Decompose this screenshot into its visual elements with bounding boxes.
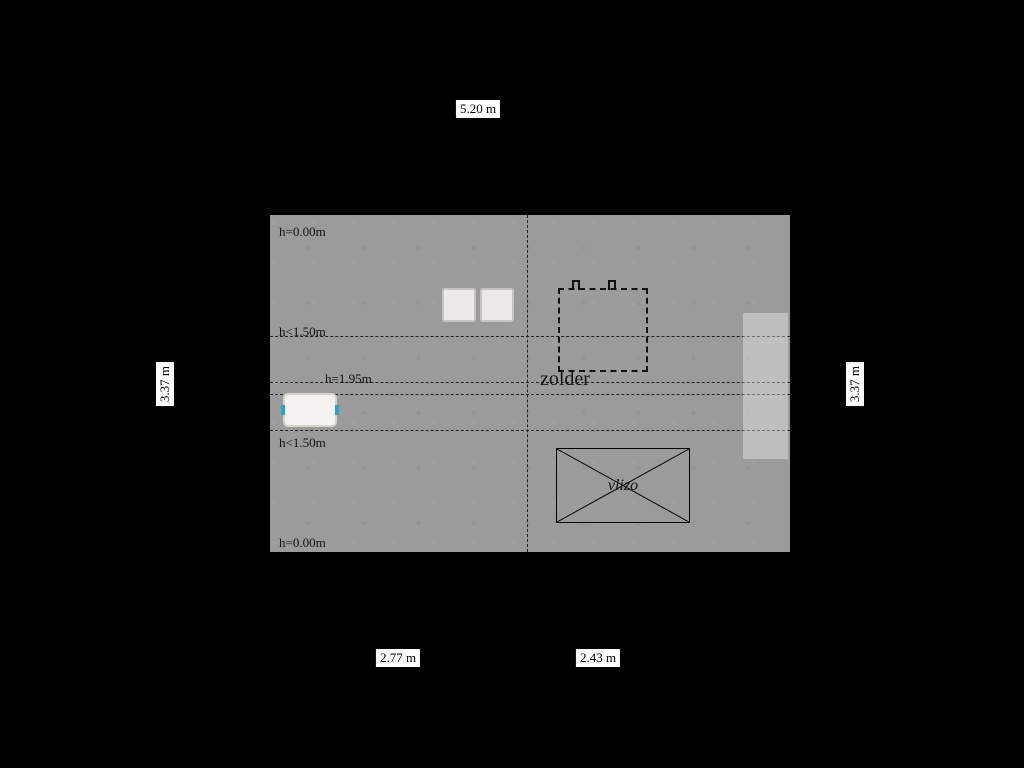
floor-slab: h=0.00m h<1.50m h=1.95m h<1.50m h=0.00m … (270, 215, 790, 552)
vlizo-label: vlizo (608, 477, 638, 495)
height-label: h<1.50m (279, 324, 326, 340)
dimension-right: 3.37 m (846, 362, 864, 406)
appliance-pair (442, 288, 514, 322)
hatch-outline (558, 288, 648, 372)
height-label: h<1.50m (279, 435, 326, 451)
roof-window-handle (335, 405, 339, 415)
vlizo-hatch: vlizo (556, 448, 690, 523)
roof-window (283, 393, 337, 427)
roof-window-handle (281, 405, 285, 415)
hatch-tab (608, 280, 616, 290)
dimension-bottom-left: 2.77 m (376, 649, 420, 667)
height-guide-line (270, 394, 790, 395)
dimension-bottom-right: 2.43 m (576, 649, 620, 667)
appliance-unit (442, 288, 476, 322)
appliance-unit (480, 288, 514, 322)
height-guide-line (270, 430, 790, 431)
height-guide-line (270, 336, 790, 337)
dimension-left: 3.37 m (156, 362, 174, 406)
height-label: h=0.00m (279, 224, 326, 240)
dimension-top: 5.20 m (456, 100, 500, 118)
height-label: h=1.95m (325, 371, 372, 387)
floorplan-canvas: 5.20 m 3.37 m 3.37 m 2.77 m 2.43 m h=0.0… (0, 0, 1024, 768)
roof-window-frame (283, 393, 337, 427)
height-label: h=0.00m (279, 535, 326, 551)
width-guide-line (527, 215, 528, 552)
hatch-tab (572, 280, 580, 290)
wall-opening (743, 313, 788, 459)
